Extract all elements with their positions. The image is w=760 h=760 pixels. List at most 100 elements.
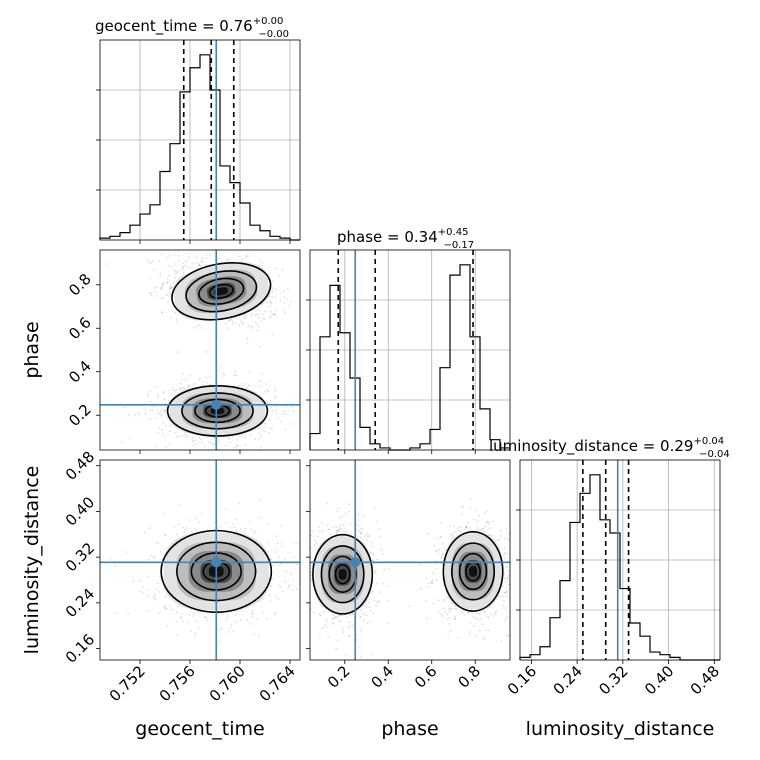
sample-point [335, 616, 338, 619]
sample-point [417, 564, 420, 567]
sample-point [348, 635, 350, 637]
sample-point [317, 530, 320, 533]
sample-point [189, 519, 191, 522]
sample-point [462, 506, 464, 509]
sample-point [246, 315, 248, 318]
sample-point [420, 587, 422, 590]
sample-point [244, 436, 247, 439]
sample-point [158, 590, 161, 593]
sample-point [313, 544, 316, 547]
sample-point [321, 522, 323, 525]
sample-point [166, 278, 169, 281]
sample-point [316, 535, 319, 538]
sample-point [346, 616, 349, 619]
sample-point [287, 587, 289, 590]
sample-point [188, 384, 191, 386]
sample-point [199, 324, 201, 327]
sample-point [190, 267, 193, 269]
sample-point [431, 579, 434, 582]
contour-0-1 [320, 545, 365, 604]
sample-point [254, 385, 257, 387]
sample-point [437, 611, 440, 614]
sample-point [158, 612, 161, 615]
xtick-label-luminosity_distance-4: 0.48 [687, 662, 723, 698]
sample-point [301, 591, 303, 593]
sample-point [232, 522, 235, 525]
sample-point [258, 380, 261, 383]
sample-point [451, 536, 454, 539]
sample-point [202, 383, 204, 386]
xlabel-luminosity_distance: luminosity_distance [526, 718, 715, 740]
sample-point [484, 530, 486, 533]
sample-point [257, 634, 260, 637]
sample-point [339, 523, 342, 525]
sample-point [357, 519, 360, 522]
sample-point [366, 533, 369, 535]
sample-point [306, 590, 308, 592]
sample-point [179, 615, 182, 618]
sample-point [278, 564, 281, 567]
sample-point [217, 257, 220, 260]
sample-point [373, 599, 375, 602]
sample-point [310, 556, 312, 559]
sample-point [449, 630, 452, 633]
sample-point [164, 595, 167, 597]
sample-point [161, 282, 164, 285]
sample-point [222, 372, 225, 375]
sample-point [372, 559, 375, 562]
sample-point [195, 262, 198, 264]
sample-point [182, 526, 185, 529]
sample-point [498, 595, 501, 598]
sample-point [461, 505, 463, 508]
ytick-label-luminosity_distance-4: 0.48 [62, 448, 98, 484]
sample-point [157, 409, 160, 412]
sample-point [468, 633, 471, 635]
sample-point [116, 612, 118, 614]
sample-point [165, 294, 167, 297]
sample-point [435, 549, 437, 552]
sample-point [342, 524, 345, 526]
sample-point [174, 311, 177, 314]
sample-point [276, 542, 279, 545]
sample-point [387, 622, 390, 625]
sample-point [182, 386, 184, 389]
sample-point [249, 434, 251, 436]
sample-point [301, 596, 303, 598]
sample-point [254, 530, 257, 533]
xtick-label-luminosity_distance-1: 0.24 [550, 662, 586, 698]
sample-point [271, 313, 273, 316]
sample-point [186, 261, 189, 263]
sample-point [265, 301, 268, 304]
sample-point [356, 524, 358, 527]
sample-point [127, 612, 130, 615]
sample-point [228, 441, 231, 444]
sample-point [448, 611, 451, 613]
sample-point [469, 498, 472, 500]
sample-point [489, 533, 491, 536]
frame-phase-vs-geocent_time [99, 249, 301, 451]
sample-point [524, 557, 526, 559]
sample-point [458, 529, 461, 532]
sample-point [238, 384, 240, 387]
sample-point [379, 591, 381, 594]
sample-point [274, 389, 276, 392]
sample-point [469, 622, 472, 624]
sample-point [153, 598, 156, 601]
sample-point [159, 579, 162, 581]
sample-point [161, 287, 163, 289]
sample-point [379, 535, 381, 538]
sample-point [312, 404, 314, 406]
ylabel-luminosity_distance: luminosity_distance [21, 466, 43, 655]
sample-point [408, 605, 411, 608]
sample-point [472, 625, 475, 627]
sample-point [141, 586, 144, 588]
sample-point [146, 393, 149, 395]
sample-point [235, 518, 238, 521]
sample-point [273, 395, 276, 398]
sample-point [256, 329, 259, 332]
sample-point [164, 411, 167, 414]
sample-point [367, 535, 370, 538]
sample-point [444, 548, 447, 550]
sample-point [275, 412, 278, 415]
